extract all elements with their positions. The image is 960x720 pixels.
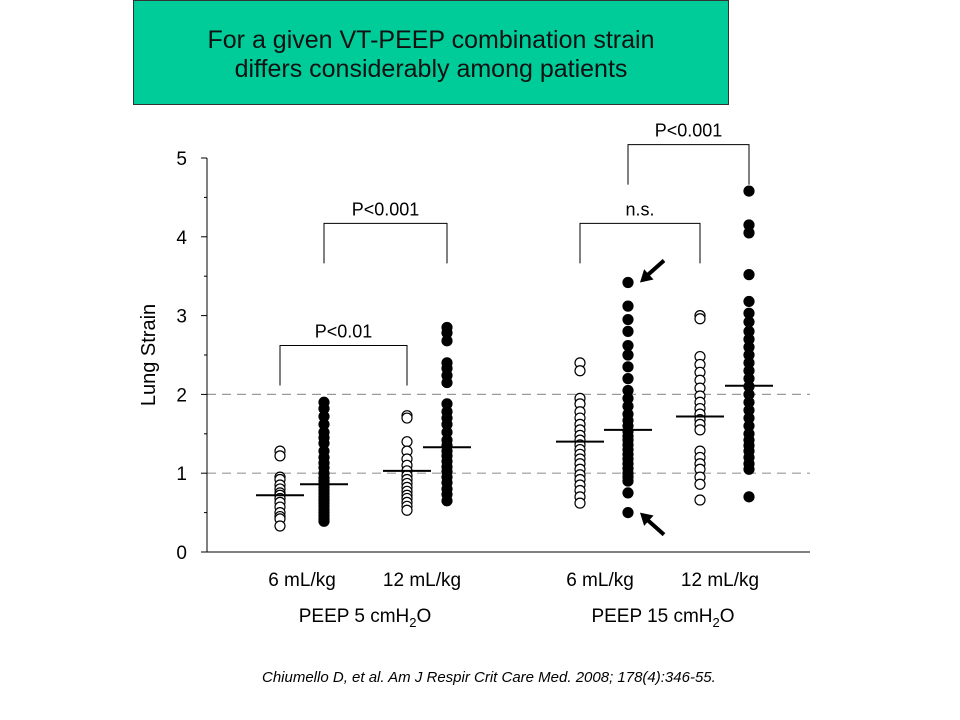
arrow-lower <box>640 512 666 537</box>
data-point <box>622 313 634 326</box>
y-tick-label-2: 2 <box>176 385 187 406</box>
banner-text: For a given VT-PEEP combination strain d… <box>207 25 655 83</box>
data-point <box>694 478 706 490</box>
arrow-shaft <box>644 517 666 537</box>
data-point <box>743 491 755 503</box>
data-point <box>622 361 634 373</box>
data-point <box>694 313 706 325</box>
data-point <box>743 463 755 475</box>
citation: Chiumello D, et al. Am J Respir Crit Car… <box>262 669 716 686</box>
arrow-upper <box>640 259 666 283</box>
data-point <box>401 504 413 516</box>
data-point <box>274 450 286 462</box>
data-point <box>622 506 634 519</box>
data-point <box>441 495 453 507</box>
data-point <box>318 515 330 527</box>
x-group-label: PEEP 15 cmH2O <box>591 606 734 630</box>
y-axis-label: Lung Strain <box>138 304 160 406</box>
arrow-head <box>640 512 654 526</box>
data-point <box>622 373 634 385</box>
data-point <box>743 269 755 281</box>
data-point <box>401 436 413 448</box>
significance-label: P<0.001 <box>352 199 420 219</box>
data-point <box>694 494 706 506</box>
data-point <box>622 276 634 289</box>
x-category-label: 6 mL/kg <box>268 570 336 591</box>
data-point <box>622 487 634 499</box>
arrow-head <box>640 269 654 283</box>
significance-bracket <box>323 222 448 264</box>
y-tick-label-5: 5 <box>176 149 187 170</box>
data-point <box>622 349 634 361</box>
data-point <box>574 497 586 509</box>
x-category-label: 12 mL/kg <box>681 570 759 591</box>
data-point <box>441 376 453 389</box>
arrow-shaft <box>644 259 666 278</box>
significance-bracket <box>579 222 701 264</box>
y-tick-label-4: 4 <box>176 228 187 249</box>
significance-label: P<0.001 <box>655 121 723 141</box>
title-banner: For a given VT-PEEP combination strain d… <box>133 0 729 105</box>
data-point <box>743 316 755 328</box>
y-tick-label-3: 3 <box>176 307 187 328</box>
data-point <box>401 412 413 424</box>
y-tick-label-0: 0 <box>176 543 187 564</box>
data-point <box>274 520 286 532</box>
data-point <box>622 300 634 312</box>
x-category-label: 6 mL/kg <box>566 570 634 591</box>
data-point <box>622 339 634 352</box>
data-point <box>441 335 453 347</box>
x-category-label: 12 mL/kg <box>383 570 461 591</box>
x-group-label: PEEP 5 cmH2O <box>299 606 432 630</box>
data-point <box>622 475 634 487</box>
significance-bracket <box>627 144 750 185</box>
data-point <box>694 424 706 436</box>
data-point <box>743 227 755 239</box>
significance-label: n.s. <box>625 199 654 219</box>
y-tick-label-1: 1 <box>176 464 187 485</box>
data-point <box>743 185 755 197</box>
significance-label: P<0.01 <box>315 322 373 342</box>
data-point <box>743 295 755 308</box>
significance-bracket <box>279 345 408 386</box>
data-point <box>574 365 586 377</box>
data-point <box>622 325 634 337</box>
